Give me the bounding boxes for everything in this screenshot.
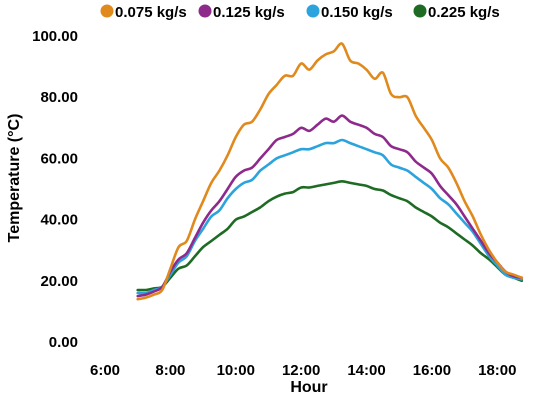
legend-label: 0.150 kg/s: [321, 4, 393, 21]
y-tick-label: 0.00: [49, 334, 78, 351]
y-tick-label: 80.00: [40, 89, 78, 106]
y-tick-label: 60.00: [40, 150, 78, 167]
y-tick-label: 40.00: [40, 212, 78, 229]
series-line-3: [136, 138, 524, 295]
legend: 0.075 kg/s 0.125 kg/s 0.150 kg/s 0.225 kg/s: [100, 4, 500, 21]
legend-label: 0.125 kg/s: [213, 4, 285, 21]
x-tick-label: 6:00: [90, 362, 120, 379]
series-line-1: [136, 42, 524, 301]
legend-marker: [100, 4, 114, 18]
x-tick-label: 14:00: [347, 362, 385, 379]
legend-item: 0.150 kg/s: [306, 4, 393, 21]
x-tick-label: 10:00: [217, 362, 255, 379]
legend-item: 0.075 kg/s: [100, 4, 187, 21]
legend-marker: [306, 4, 320, 18]
legend-label: 0.225 kg/s: [428, 4, 500, 21]
x-tick-label: 12:00: [282, 362, 320, 379]
series-lines: [136, 42, 524, 301]
y-tick-label: 100.00: [32, 28, 78, 45]
x-tick-label: 8:00: [155, 362, 185, 379]
x-axis-ticks: 6:00 8:00 10:00 12:00 14:00 16:00 18:00: [90, 362, 517, 379]
x-tick-label: 16:00: [413, 362, 451, 379]
legend-item: 0.125 kg/s: [198, 4, 285, 21]
legend-item: 0.225 kg/s: [413, 4, 500, 21]
x-tick-label: 18:00: [478, 362, 516, 379]
y-axis-ticks: 0.00 20.00 40.00 60.00 80.00 100.00: [32, 28, 78, 351]
y-axis-title: Temperature (°C): [6, 114, 23, 243]
x-axis-title: Hour: [290, 379, 327, 396]
series-line-2: [136, 114, 524, 298]
series-line-4: [136, 180, 524, 292]
y-tick-label: 20.00: [40, 273, 78, 290]
legend-marker: [413, 4, 427, 18]
legend-marker: [198, 4, 212, 18]
legend-label: 0.075 kg/s: [115, 4, 187, 21]
